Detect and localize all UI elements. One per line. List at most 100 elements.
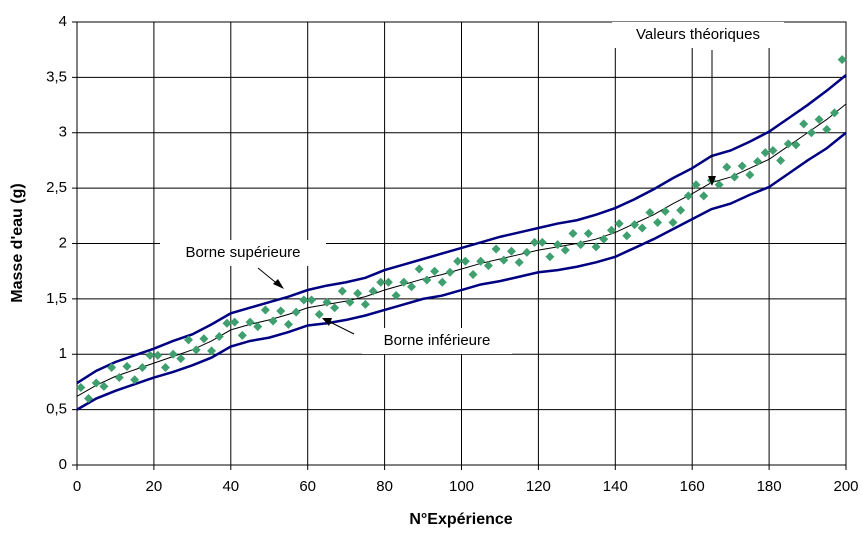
point	[714, 180, 724, 190]
x-tick-label: 160	[680, 478, 705, 495]
point	[645, 207, 655, 217]
point	[91, 378, 101, 388]
point	[583, 229, 593, 239]
point	[414, 264, 424, 274]
line	[76, 103, 847, 397]
point	[476, 256, 486, 266]
point	[530, 237, 540, 247]
point	[222, 318, 232, 328]
point	[353, 288, 363, 298]
point	[391, 291, 401, 301]
point	[683, 191, 693, 201]
annotation-box	[160, 240, 326, 266]
point	[637, 223, 647, 233]
point	[599, 234, 609, 244]
x-tick-label: 60	[299, 478, 316, 495]
x-tick-label: 0	[73, 478, 81, 495]
point	[283, 319, 293, 329]
point	[360, 299, 370, 309]
annotation-box	[612, 22, 784, 48]
point	[630, 220, 640, 230]
point	[729, 172, 739, 182]
point	[160, 363, 170, 373]
point	[506, 246, 516, 256]
point	[122, 361, 132, 371]
y-tick-label: 3,5	[46, 68, 67, 85]
point	[514, 257, 524, 267]
point	[337, 286, 347, 296]
point	[399, 277, 409, 287]
point	[553, 240, 563, 250]
point	[383, 277, 393, 287]
x-tick-label: 140	[603, 478, 628, 495]
point	[822, 124, 832, 134]
point	[153, 350, 163, 360]
point	[314, 309, 324, 319]
x-tick-label: 80	[376, 478, 393, 495]
y-tick-label: 2,5	[46, 179, 67, 196]
point	[437, 277, 447, 287]
point	[307, 295, 317, 305]
point	[422, 275, 432, 285]
y-axis-title: Masse d'eau (g)	[9, 183, 26, 302]
y-tick-label: 0,5	[46, 401, 67, 418]
x-tick-label: 120	[526, 478, 551, 495]
arrow-head	[322, 318, 332, 326]
point	[560, 245, 570, 255]
point	[330, 303, 340, 313]
point	[522, 247, 532, 257]
x-tick-label: 40	[222, 478, 239, 495]
point	[745, 170, 755, 180]
point	[453, 256, 463, 266]
point	[322, 297, 332, 307]
arrow-head	[273, 279, 284, 289]
point	[491, 244, 501, 254]
point	[207, 346, 217, 356]
point	[676, 205, 686, 215]
point	[237, 330, 247, 340]
y-tick-label: 1	[59, 345, 67, 362]
arrow-head	[708, 176, 716, 186]
point	[776, 155, 786, 165]
point	[99, 381, 109, 391]
point	[168, 349, 178, 359]
y-tick-label: 1,5	[46, 290, 67, 307]
point	[176, 354, 186, 364]
point	[545, 252, 555, 262]
point	[430, 266, 440, 276]
annotation-arrow	[325, 319, 355, 335]
point	[760, 148, 770, 158]
point	[699, 191, 709, 201]
point	[191, 345, 201, 355]
point	[214, 332, 224, 342]
point	[368, 286, 378, 296]
x-tick-label: 100	[449, 478, 474, 495]
point	[722, 162, 732, 172]
x-tick-label: 200	[833, 478, 858, 495]
point	[568, 229, 578, 239]
point	[299, 295, 309, 305]
point	[660, 206, 670, 216]
point	[668, 217, 678, 227]
point	[691, 180, 701, 190]
x-tick-label: 180	[757, 478, 782, 495]
point	[230, 317, 240, 327]
point	[260, 305, 270, 315]
point	[245, 317, 255, 327]
point	[376, 277, 386, 287]
point	[837, 55, 847, 65]
y-tick-label: 4	[59, 13, 67, 30]
x-tick-label: 20	[146, 478, 163, 495]
point	[591, 242, 601, 252]
point	[737, 161, 747, 171]
point	[345, 297, 355, 307]
point	[199, 334, 209, 344]
point	[84, 394, 94, 404]
point	[468, 270, 478, 280]
point	[768, 145, 778, 155]
point	[114, 373, 124, 383]
point	[576, 240, 586, 250]
point	[829, 108, 839, 118]
annotation: Valeurs théoriques	[636, 26, 760, 43]
point	[291, 307, 301, 317]
